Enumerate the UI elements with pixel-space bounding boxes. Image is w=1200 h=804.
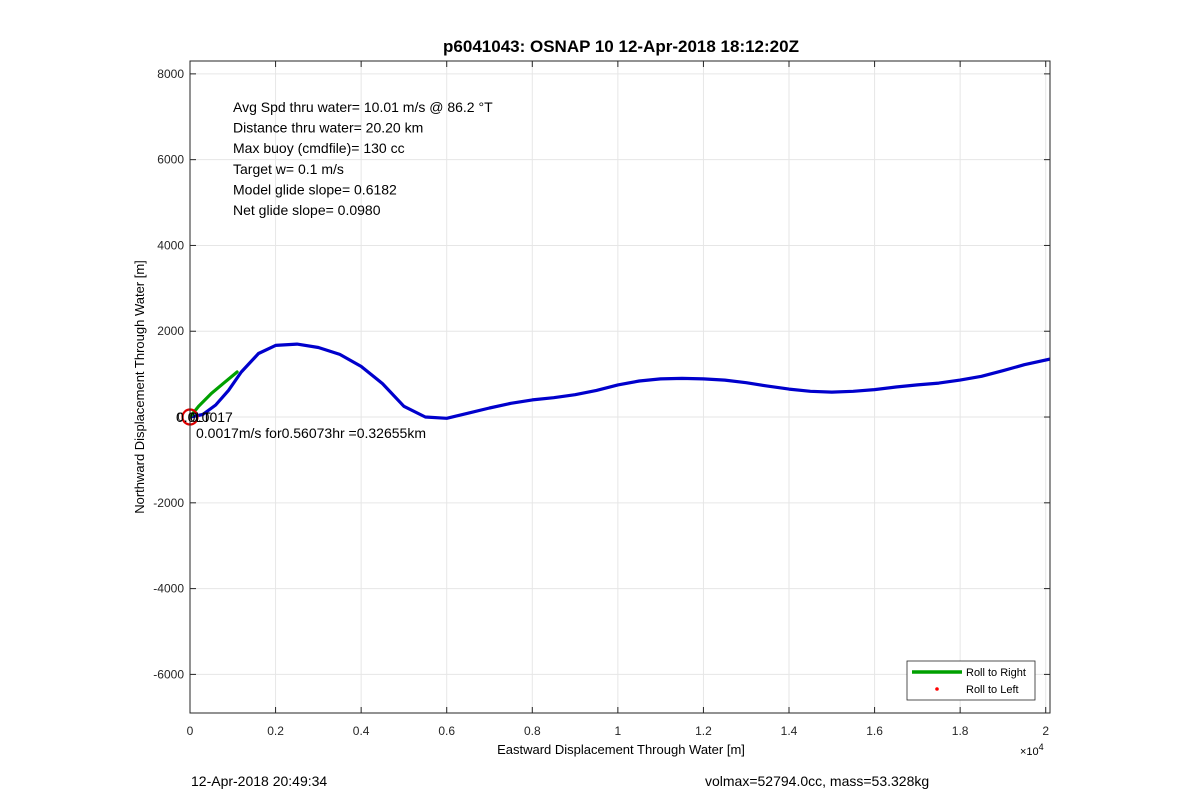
y-tick-label: 6000	[157, 153, 184, 167]
x-tick-label: 0.6	[438, 724, 455, 738]
footer-timestamp: 12-Apr-2018 20:49:34	[191, 773, 328, 789]
x-tick-label: 0.8	[524, 724, 541, 738]
x-axis-exponent: ×104	[1020, 742, 1044, 758]
plot-area	[190, 61, 1050, 713]
footer-volume-mass: volmax=52794.0cc, mass=53.328kg	[705, 773, 930, 789]
stats-line: Avg Spd thru water= 10.01 m/s @ 86.2 °T	[233, 99, 493, 115]
x-tick-label: 0.4	[353, 724, 370, 738]
chart-title: p6041043: OSNAP 10 12-Apr-2018 18:12:20Z	[443, 37, 799, 56]
stats-annotation: Avg Spd thru water= 10.01 m/s @ 86.2 °T D…	[233, 99, 493, 218]
grid-lines	[189, 61, 1050, 713]
y-axis-label: Northward Displacement Through Water [m]	[132, 260, 147, 514]
x-tick-label: 1.6	[866, 724, 883, 738]
start-overlap-labels: 0.0LT 0.0017 0.0017m/s for0.56073hr =0.3…	[176, 409, 426, 441]
plot-frame	[189, 60, 1051, 714]
legend-roll-left-label: Roll to Left	[966, 684, 1019, 696]
stats-line: Max buoy (cmdfile)= 130 cc	[233, 140, 405, 156]
overlap-label-a: 0.0LT	[176, 409, 211, 425]
y-axis-ticks: -6000 -4000 -2000 0 2000 4000 6000 8000	[153, 67, 1050, 681]
roll-to-right-line	[190, 370, 239, 419]
series-clip-group	[190, 342, 1050, 420]
stats-line: Net glide slope= 0.0980	[233, 202, 381, 218]
x-tick-label: 1.8	[952, 724, 969, 738]
legend: Roll to Right Roll to Left	[906, 660, 1036, 701]
stats-line: Model glide slope= 0.6182	[233, 181, 397, 197]
overlap-label-c: 0.0017m/s for0.56073hr =0.32655km	[196, 425, 426, 441]
x-axis-label: Eastward Displacement Through Water [m]	[497, 742, 745, 757]
y-tick-label: -6000	[153, 667, 184, 681]
x-tick-label: 0.2	[267, 724, 284, 738]
y-tick-label: -4000	[153, 582, 184, 596]
x-axis-ticks: 0 0.2 0.4 0.6 0.8 1 1.2 1.4 1.6 1.8 2	[187, 61, 1049, 738]
y-tick-label: -2000	[153, 496, 184, 510]
y-tick-label: 0	[177, 410, 184, 424]
overlap-label-b: 0.0017	[190, 409, 233, 425]
legend-roll-left-swatch	[935, 687, 939, 691]
legend-roll-right-label: Roll to Right	[966, 667, 1026, 679]
stats-line: Distance thru water= 20.20 km	[233, 120, 423, 136]
x-tick-label: 2	[1042, 724, 1049, 738]
stats-line: Target w= 0.1 m/s	[233, 161, 344, 177]
trajectory-line	[190, 342, 1050, 420]
legend-box	[906, 660, 1036, 701]
y-tick-label: 2000	[157, 324, 184, 338]
y-tick-label: 4000	[157, 238, 184, 252]
x-tick-label: 0	[187, 724, 194, 738]
x-tick-label: 1.4	[781, 724, 798, 738]
x-tick-label: 1.2	[695, 724, 712, 738]
x-tick-label: 1	[615, 724, 622, 738]
y-tick-label: 8000	[157, 67, 184, 81]
